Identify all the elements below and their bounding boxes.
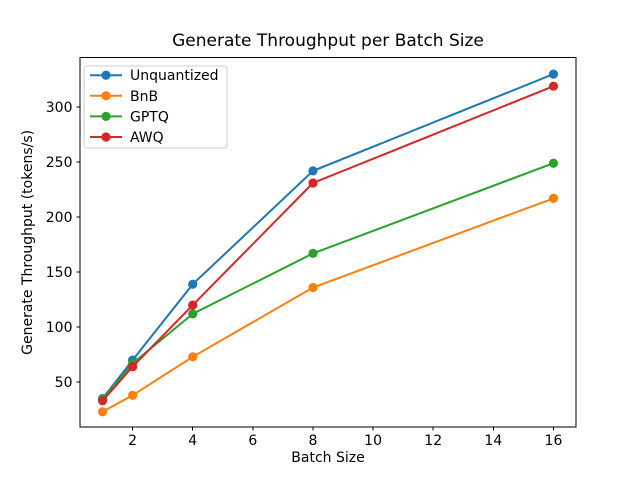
- plot-layer: 2 4 6 8 10 12 14 16 50 100 150 200 250 300 Unquantized…: [46, 57, 577, 449]
- marker-awq-x1: [97, 396, 108, 406]
- x-tick-label: 6: [248, 433, 257, 449]
- marker-gptq-x8: [308, 248, 318, 258]
- marker-awq-x16: [548, 81, 559, 91]
- marker-awq-x2: [128, 362, 138, 372]
- y-tick-label: 300: [46, 100, 73, 116]
- marker-gptq-x16: [548, 158, 559, 168]
- y-tick-label: 250: [46, 155, 73, 171]
- legend-label: BnB: [130, 89, 158, 105]
- x-tick-label: 8: [309, 433, 318, 449]
- marker-awq-x8: [308, 178, 318, 188]
- marker-bnb-x8: [308, 282, 318, 293]
- y-axis-label: Generate Throughput (tokens/s): [20, 130, 36, 355]
- y-tick-label: 200: [46, 210, 73, 226]
- y-tick-label: 100: [46, 320, 73, 336]
- x-tick-label: 2: [128, 433, 137, 449]
- x-axis-label: Batch Size: [291, 450, 364, 466]
- y-tick-label: 150: [46, 265, 73, 281]
- y-tick-label: 50: [55, 375, 73, 391]
- x-tick-label: 16: [545, 433, 563, 449]
- legend-item-unquantized: Unquantized: [90, 68, 219, 84]
- marker-gptq-x4: [188, 309, 198, 319]
- legend-box: [83, 65, 228, 149]
- legend-marker: [101, 132, 111, 142]
- legend-label: GPTQ: [130, 109, 169, 125]
- marker-bnb-x1: [97, 407, 108, 417]
- marker-bnb-x2: [128, 390, 138, 400]
- chart-title: Generate Throughput per Batch Size: [172, 31, 484, 51]
- marker-unquantized-x4: [188, 279, 198, 289]
- marker-bnb-x4: [188, 352, 198, 362]
- legend-marker: [101, 91, 111, 101]
- legend-label: Unquantized: [130, 68, 219, 84]
- marker-unquantized-x8: [308, 166, 318, 176]
- x-tick-label: 10: [364, 433, 382, 449]
- legend-item-bnb: BnB: [90, 89, 158, 105]
- x-tick-label: 12: [424, 433, 442, 449]
- marker-unquantized-x16: [548, 69, 559, 79]
- x-tick-label: 4: [188, 433, 197, 449]
- marker-awq-x4: [188, 300, 198, 310]
- legend-label: AWQ: [130, 130, 164, 146]
- legend-marker: [101, 111, 111, 121]
- legend-item-gptq: GPTQ: [90, 109, 169, 125]
- x-tick-label: 14: [484, 433, 502, 449]
- legend-item-awq: AWQ: [90, 130, 164, 146]
- legend: Unquantized BnB GPTQ AWQ: [83, 65, 228, 149]
- legend-marker: [101, 70, 111, 80]
- marker-bnb-x16: [548, 193, 559, 203]
